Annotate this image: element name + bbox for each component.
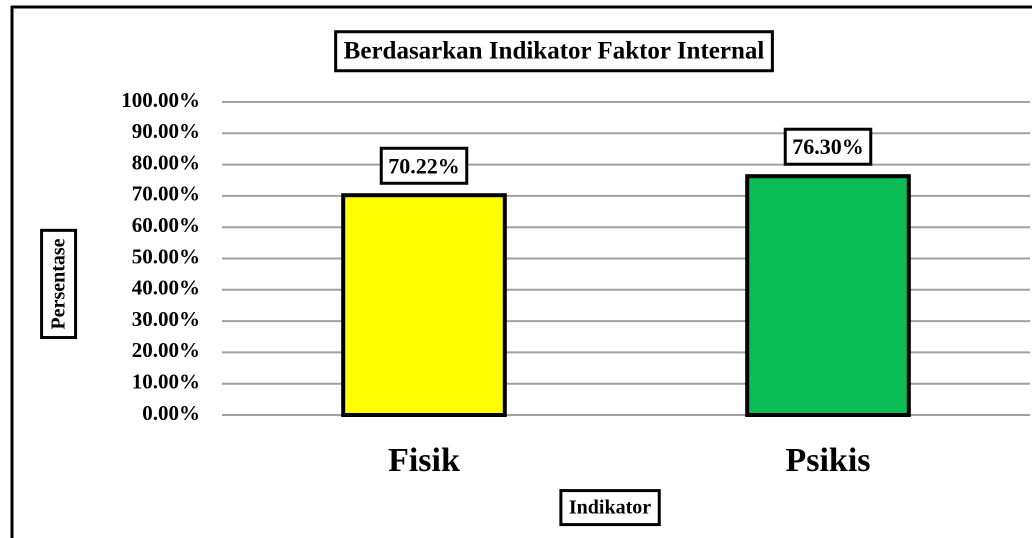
bar: [341, 193, 507, 417]
y-axis-title: Persentase: [48, 238, 70, 329]
x-axis-title-group: Indikator: [559, 489, 661, 527]
y-tick-label: 10.00%: [132, 370, 200, 394]
title-group: Berdasarkan Indikator Faktor Internal: [334, 30, 774, 73]
chart-title: Berdasarkan Indikator Faktor Internal: [344, 38, 765, 65]
value-label-group: 76.30%: [783, 127, 873, 166]
y-tick-label: 70.00%: [132, 182, 200, 206]
value-label-group: 70.22%: [379, 146, 469, 185]
y-tick-label: 20.00%: [132, 338, 200, 362]
y-tick-label: 80.00%: [132, 150, 200, 174]
label-box: [334, 30, 774, 73]
y-tick-label: 30.00%: [132, 307, 200, 331]
label-box: [783, 127, 873, 166]
label-box: [40, 228, 78, 340]
y-tick-label: 60.00%: [132, 213, 200, 237]
label-box: [379, 146, 469, 185]
y-axis-title-group: Persentase: [40, 228, 78, 340]
y-tick-label: 0.00%: [142, 401, 200, 425]
y-tick-label: 40.00%: [132, 276, 200, 300]
bar: [745, 174, 911, 417]
y-tick-label: 50.00%: [132, 244, 200, 268]
value-label: 76.30%: [792, 134, 864, 159]
x-axis-title: Indikator: [569, 497, 651, 519]
x-tick-label: Psikis: [785, 442, 870, 479]
value-label: 70.22%: [388, 153, 460, 178]
label-box: [559, 489, 661, 527]
y-tick-label: 90.00%: [132, 119, 200, 143]
x-tick-label: Fisik: [388, 442, 460, 479]
y-tick-label: 100.00%: [121, 88, 200, 112]
